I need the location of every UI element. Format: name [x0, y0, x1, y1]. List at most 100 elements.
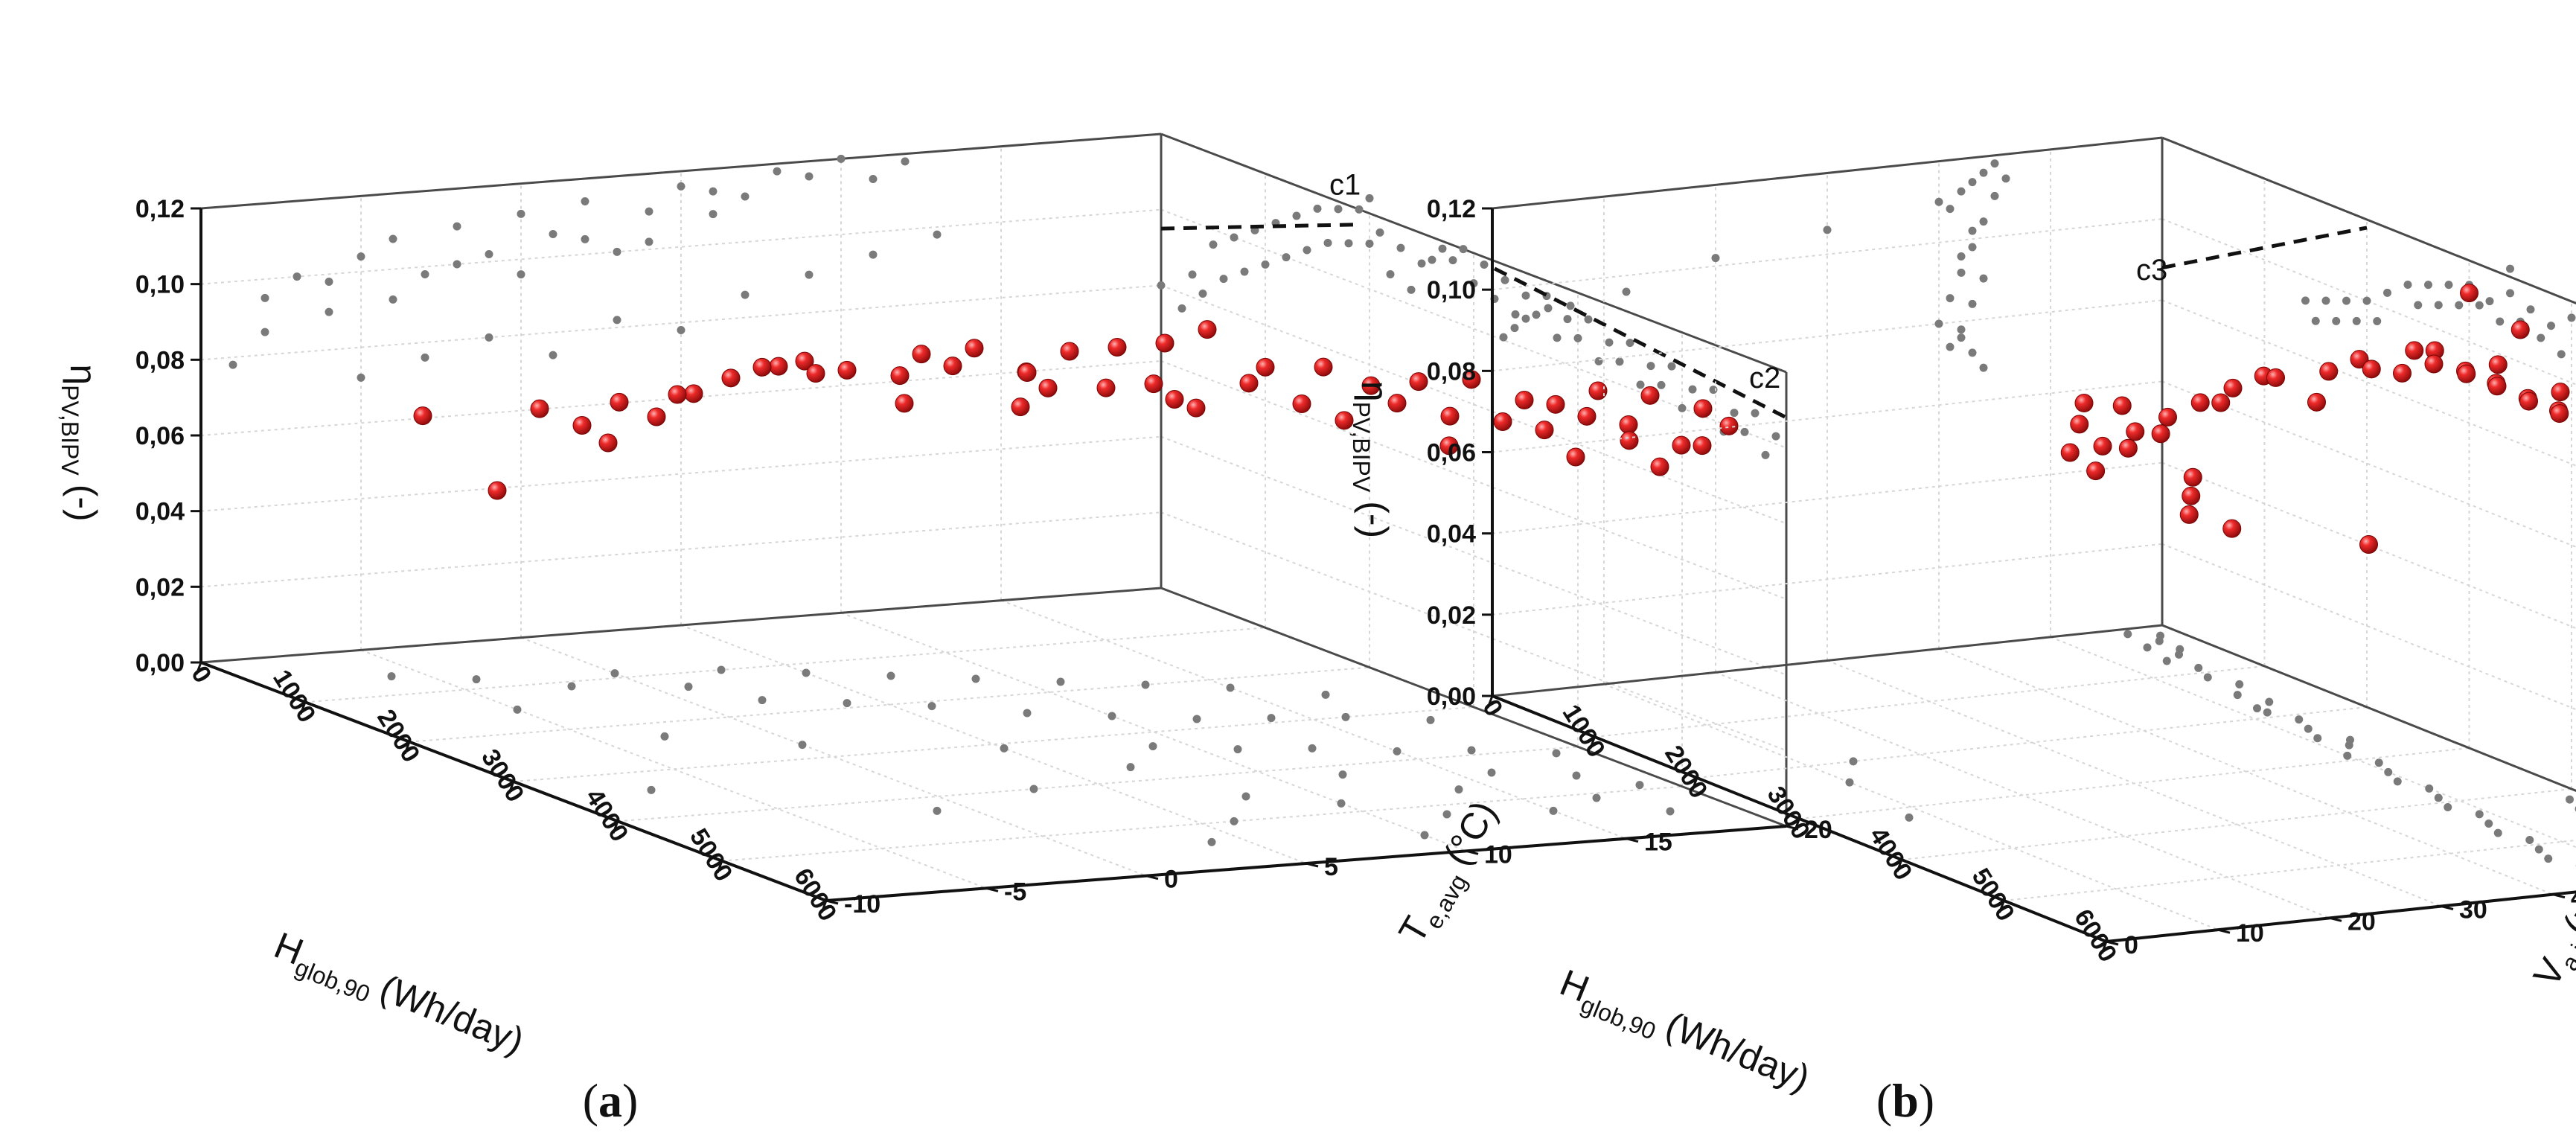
gray-point	[2233, 691, 2242, 700]
grid-line	[1799, 747, 2470, 819]
gray-point	[1207, 837, 1216, 846]
data-point	[1515, 391, 1534, 409]
gray-point	[1023, 709, 1032, 718]
data-point	[1165, 390, 1184, 409]
gray-point	[1605, 338, 1614, 347]
gray-point	[517, 209, 525, 218]
data-point	[1096, 378, 1116, 397]
gray-point	[1375, 228, 1384, 237]
gray-point	[2175, 650, 2183, 659]
gray-point	[1480, 261, 1489, 269]
data-point	[1409, 372, 1428, 392]
gray-point	[325, 307, 333, 316]
annotation-c1: c1	[1329, 169, 1361, 202]
data-point	[2222, 519, 2242, 538]
gray-point	[2496, 317, 2505, 326]
measured-series	[2060, 284, 2570, 554]
gray-point	[1666, 807, 1675, 816]
y-axis-label-unit: (m³/h)	[2554, 836, 2576, 942]
data-point	[2551, 383, 2570, 402]
gray-point	[1979, 274, 1988, 283]
data-point	[2488, 355, 2508, 374]
annotation-c2: c2	[1749, 362, 1780, 394]
gray-point	[805, 172, 814, 181]
grid-line	[200, 435, 1162, 512]
frame-edge	[2161, 136, 2576, 305]
gray-point	[837, 154, 846, 163]
gray-point	[1957, 268, 1966, 277]
x-tick-label: 0	[185, 661, 217, 688]
y-axis-label: Te,avg(°C)	[1390, 793, 1510, 953]
grid-line	[513, 706, 1474, 782]
gray-point	[2424, 281, 2432, 290]
data-point	[2359, 535, 2378, 554]
data-point	[1719, 416, 1739, 435]
gray-point	[645, 237, 653, 246]
gray-point	[741, 192, 750, 201]
y-tick-label: 40	[2571, 884, 2576, 913]
grid-line	[2161, 218, 2576, 386]
grid-line	[1603, 683, 2219, 931]
gray-point	[610, 669, 619, 678]
data-point	[1387, 394, 1407, 413]
data-point	[795, 351, 814, 371]
projection-series	[228, 154, 942, 382]
gray-point	[453, 222, 461, 231]
gray-point	[2155, 636, 2164, 645]
gray-point	[709, 187, 717, 196]
grid-line	[840, 612, 1467, 852]
gray-point	[758, 696, 767, 705]
frame-edge	[1160, 132, 1787, 374]
gray-point	[1845, 778, 1854, 787]
caption-b: (b)	[1876, 1074, 1934, 1127]
x-axis-label-unit: (Wh/day)	[1660, 1004, 1815, 1099]
gray-point	[228, 360, 237, 369]
x-tick	[612, 820, 619, 834]
gray-point	[1233, 745, 1242, 754]
gray-point	[1148, 742, 1157, 751]
data-point	[1535, 421, 1554, 440]
data-point	[2319, 362, 2339, 381]
data-point	[1439, 436, 1459, 456]
z-tick-label: 0,04	[1427, 520, 1476, 549]
gray-point	[1500, 275, 1509, 284]
y-tick	[2329, 916, 2342, 922]
gray-point	[1438, 244, 1447, 253]
gray-point	[1823, 226, 1832, 234]
x-axis-label-sub: glob,90	[291, 953, 374, 1008]
gray-point	[2537, 333, 2545, 342]
gray-point	[1979, 363, 1988, 372]
grid-line	[680, 624, 1307, 864]
data-point	[1155, 333, 1174, 353]
gray-point	[2162, 656, 2171, 665]
gray-point	[645, 207, 653, 216]
data-point	[721, 368, 741, 388]
data-point	[1011, 397, 1030, 417]
gray-point	[2373, 317, 2382, 325]
data-point	[572, 416, 592, 435]
data-point	[1440, 406, 1460, 426]
gray-point	[2475, 810, 2484, 819]
gray-point	[1615, 357, 1624, 366]
data-point	[1577, 406, 1597, 426]
gray-point	[1544, 304, 1553, 313]
gray-point	[293, 272, 301, 281]
gray-point	[1303, 246, 1311, 255]
data-point	[1672, 435, 1691, 455]
gray-point	[1407, 285, 1416, 294]
x-tick	[1794, 818, 1800, 831]
gray-point	[1553, 333, 1562, 342]
projection-series	[1157, 194, 1780, 459]
data-point	[1640, 386, 1660, 405]
gray-point	[933, 230, 942, 239]
gray-point	[1323, 238, 1332, 247]
data-point	[943, 357, 962, 376]
gray-point	[1549, 806, 1558, 815]
data-point	[2112, 396, 2132, 415]
gray-point	[513, 705, 522, 714]
gray-point	[1678, 403, 1687, 412]
gray-point	[1454, 785, 1463, 794]
gray-point	[2484, 819, 2493, 828]
gray-point	[517, 270, 525, 279]
gray-point	[1420, 831, 1429, 840]
